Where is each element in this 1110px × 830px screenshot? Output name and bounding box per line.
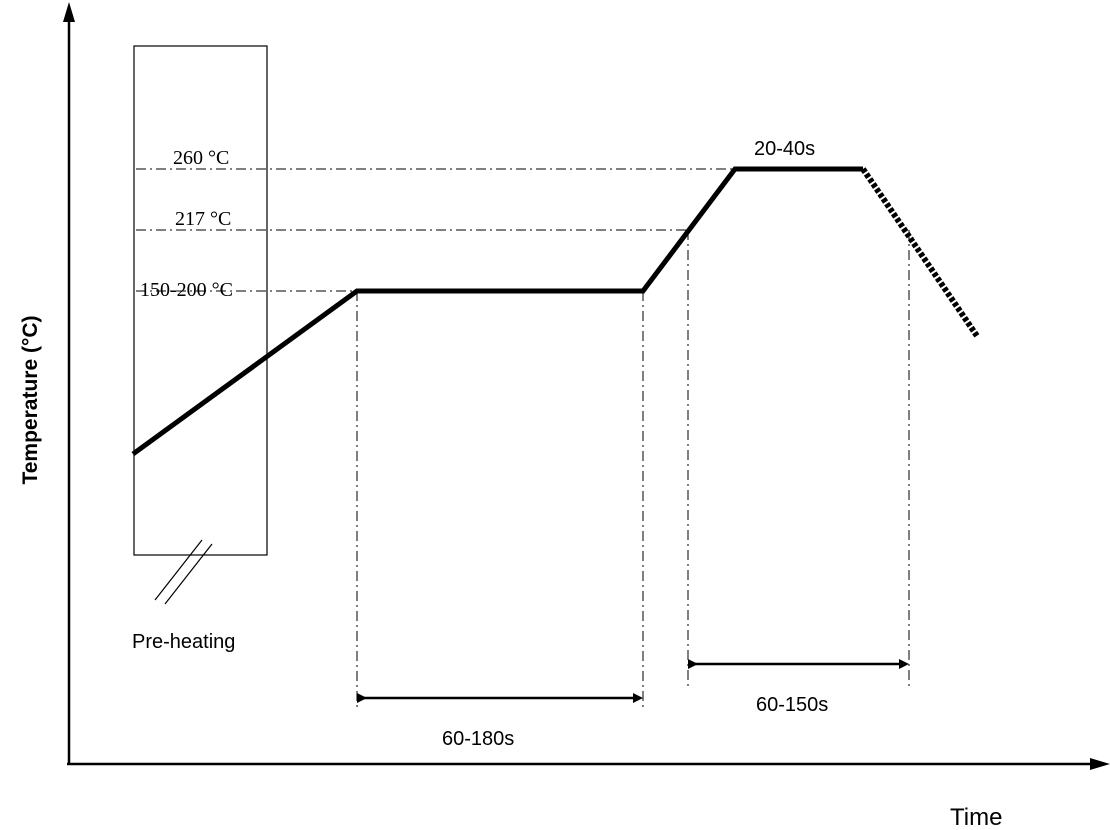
preheat-zone-box — [133, 45, 268, 556]
axis-break-mark — [164, 543, 213, 605]
axis-break-mark — [154, 539, 203, 601]
soak-duration-label: 60-180s — [442, 728, 514, 750]
x-axis-arrowhead — [1090, 758, 1110, 770]
soak-temp-label: 150-200 °C — [140, 279, 233, 301]
temperature-profile-line — [131, 166, 863, 457]
preheat-zone-label: Pre-heating — [132, 631, 235, 653]
liquidus-temp-label: 217 °C — [175, 208, 231, 230]
y-axis-arrowhead — [63, 2, 75, 22]
cooling-profile-line — [860, 167, 980, 338]
peak-hold-duration-label: 20-40s — [754, 138, 815, 160]
x-axis-title: Time — [950, 804, 1002, 830]
peak-temp-label: 260 °C — [173, 147, 229, 169]
above-liquidus-duration-label: 60-150s — [756, 694, 828, 716]
y-axis-title: Temperature (°C) — [19, 315, 42, 484]
